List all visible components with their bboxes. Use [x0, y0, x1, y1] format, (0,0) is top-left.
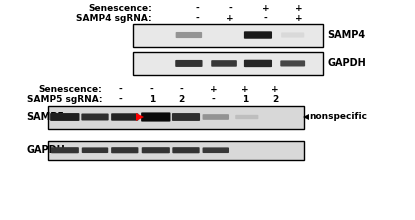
FancyBboxPatch shape — [211, 60, 237, 67]
FancyBboxPatch shape — [142, 147, 170, 153]
FancyBboxPatch shape — [111, 113, 139, 121]
FancyBboxPatch shape — [280, 60, 305, 66]
Text: Senescence:: Senescence: — [88, 4, 151, 13]
Bar — [48, 141, 304, 160]
Text: SAMP5: SAMP5 — [26, 112, 64, 122]
Text: SAMP4: SAMP4 — [327, 30, 366, 40]
Text: 2: 2 — [272, 95, 278, 104]
Text: -: - — [195, 14, 199, 23]
FancyBboxPatch shape — [82, 147, 108, 153]
Text: -: - — [180, 85, 184, 94]
Text: -: - — [119, 95, 122, 104]
FancyBboxPatch shape — [244, 31, 272, 39]
Bar — [133, 24, 323, 47]
Text: -: - — [119, 85, 122, 94]
Text: -: - — [150, 85, 154, 94]
Text: SAMP5 sgRNA:: SAMP5 sgRNA: — [27, 95, 102, 104]
Text: +: + — [295, 4, 302, 13]
Text: -: - — [212, 95, 215, 104]
FancyBboxPatch shape — [203, 114, 229, 120]
Text: -: - — [228, 4, 232, 13]
Text: GAPDH: GAPDH — [26, 145, 65, 155]
FancyBboxPatch shape — [235, 115, 259, 119]
Bar — [133, 52, 323, 75]
FancyBboxPatch shape — [281, 32, 304, 38]
FancyBboxPatch shape — [172, 147, 200, 153]
FancyBboxPatch shape — [50, 113, 80, 121]
Text: nonspecific: nonspecific — [309, 112, 367, 121]
FancyBboxPatch shape — [203, 147, 229, 153]
Text: +: + — [227, 14, 234, 23]
Text: +: + — [271, 85, 279, 94]
Text: -: - — [264, 14, 267, 23]
FancyBboxPatch shape — [244, 60, 272, 67]
Text: Senescence:: Senescence: — [38, 85, 102, 94]
FancyBboxPatch shape — [176, 32, 202, 38]
FancyBboxPatch shape — [141, 112, 171, 122]
Text: 2: 2 — [179, 95, 185, 104]
FancyBboxPatch shape — [111, 147, 139, 153]
Text: +: + — [295, 14, 302, 23]
Text: -: - — [195, 4, 199, 13]
Text: SAMP4 sgRNA:: SAMP4 sgRNA: — [76, 14, 151, 23]
FancyBboxPatch shape — [51, 147, 79, 153]
FancyBboxPatch shape — [172, 113, 200, 121]
Text: 1: 1 — [242, 95, 248, 104]
Text: 1: 1 — [149, 95, 155, 104]
FancyBboxPatch shape — [175, 60, 203, 67]
Text: GAPDH: GAPDH — [327, 59, 366, 68]
FancyBboxPatch shape — [81, 114, 109, 121]
Bar — [48, 106, 304, 128]
Text: +: + — [241, 85, 249, 94]
Text: +: + — [210, 85, 217, 94]
Text: +: + — [261, 4, 269, 13]
